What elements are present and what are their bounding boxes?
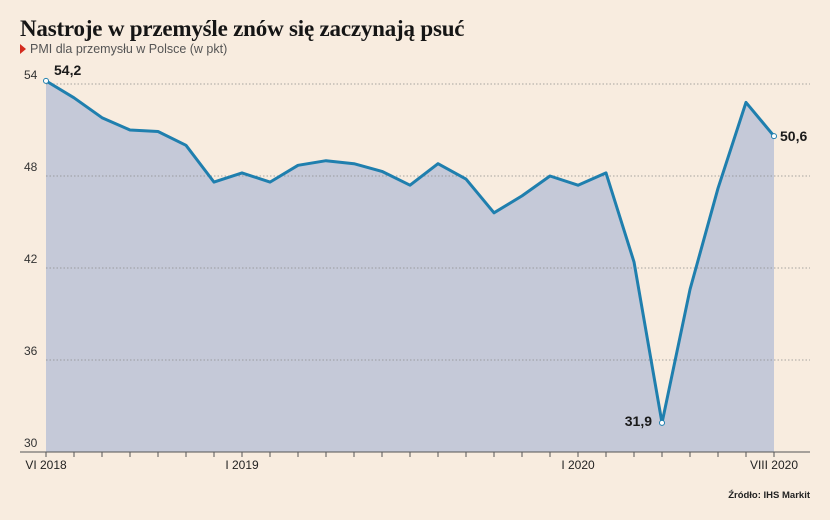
y-tick-label: 54 bbox=[24, 68, 38, 82]
y-tick-label: 36 bbox=[24, 344, 38, 358]
data-label: 50,6 bbox=[780, 128, 807, 144]
data-label: 31,9 bbox=[625, 413, 652, 429]
annotated-point bbox=[771, 133, 777, 140]
x-tick-label: I 2020 bbox=[561, 458, 595, 472]
y-tick-label: 48 bbox=[24, 160, 38, 174]
chart-subtitle: PMI dla przemysłu w Polsce (w pkt) bbox=[20, 42, 227, 56]
triangle-marker-icon bbox=[20, 44, 26, 54]
chart-title: Nastroje w przemyśle znów się zaczynają … bbox=[20, 16, 465, 41]
area-fill bbox=[46, 80, 774, 453]
x-tick-label: VIII 2020 bbox=[750, 458, 798, 472]
source-note: Źródło: IHS Markit bbox=[728, 490, 810, 501]
pmi-line bbox=[44, 79, 776, 425]
y-tick-label: 42 bbox=[24, 252, 38, 266]
subtitle-text: PMI dla przemysłu w Polsce (w pkt) bbox=[30, 42, 228, 56]
annotated-point bbox=[43, 77, 49, 84]
annotated-point bbox=[659, 419, 665, 426]
y-tick-label: 30 bbox=[24, 436, 38, 450]
data-label: 54,2 bbox=[54, 62, 81, 78]
x-tick-label: I 2019 bbox=[225, 458, 259, 472]
x-tick-label: VI 2018 bbox=[25, 458, 67, 472]
